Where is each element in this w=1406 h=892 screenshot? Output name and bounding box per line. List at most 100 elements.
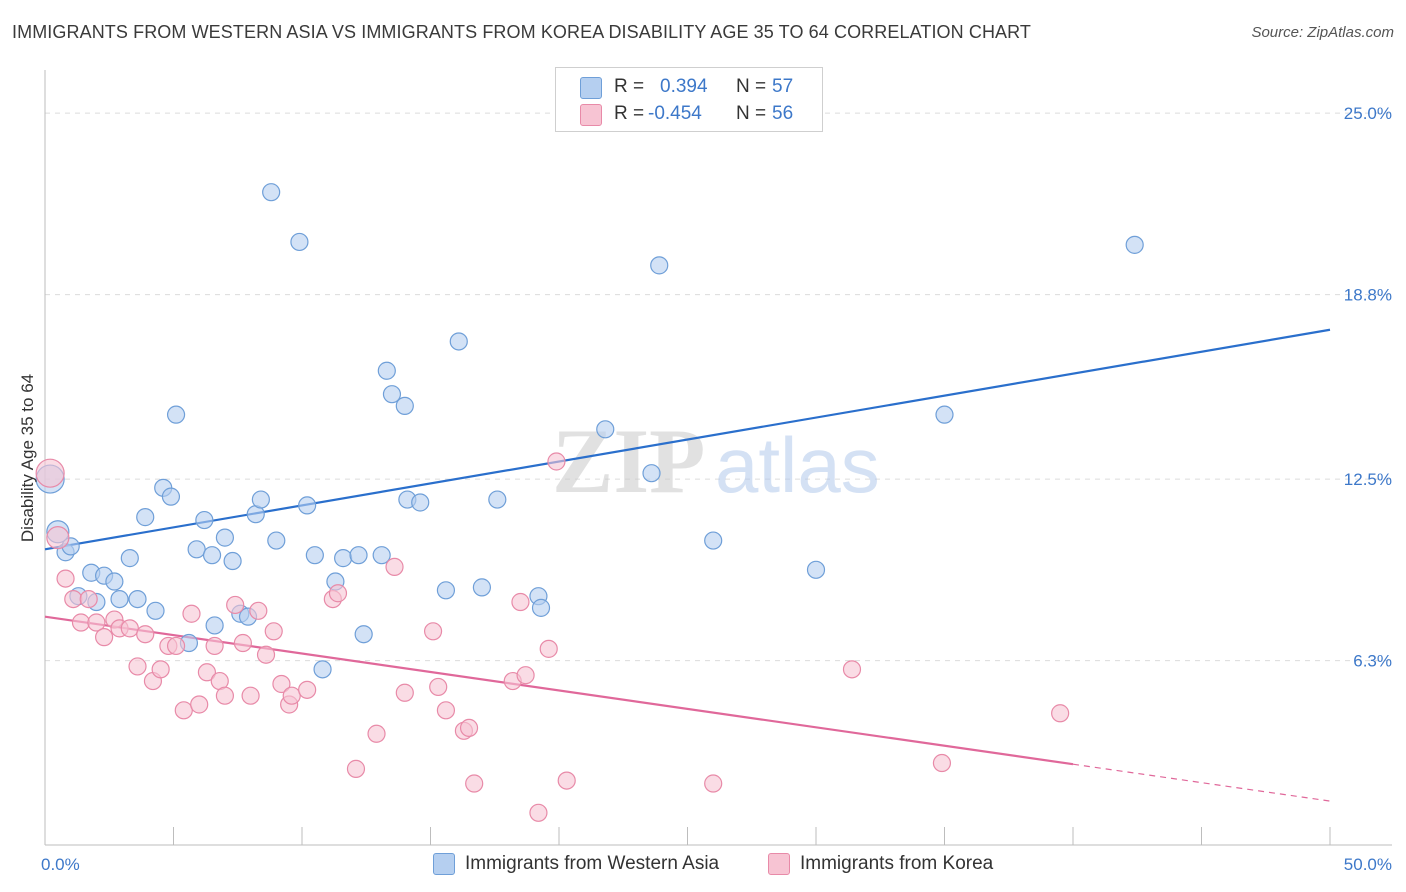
point-korea bbox=[436, 701, 456, 720]
point-western-asia bbox=[531, 598, 551, 617]
legend-row-western-asia: R = 0.394 N = 57 bbox=[556, 75, 822, 99]
gridlines bbox=[45, 112, 1392, 662]
legend-r-value: 0.394 bbox=[660, 76, 708, 97]
point-western-asia bbox=[354, 625, 373, 644]
legend-r-label: R = bbox=[614, 76, 645, 97]
point-western-asia bbox=[436, 581, 456, 600]
point-korea bbox=[346, 759, 366, 778]
point-korea bbox=[128, 657, 147, 676]
point-korea bbox=[64, 589, 83, 609]
point-korea bbox=[932, 753, 952, 773]
point-western-asia bbox=[202, 546, 222, 565]
legend-swatch-pink bbox=[580, 104, 602, 126]
y-tick-label: 25.0% bbox=[1344, 104, 1392, 123]
point-western-asia bbox=[120, 549, 139, 568]
point-korea bbox=[56, 569, 75, 588]
point-western-asia bbox=[334, 549, 353, 568]
legend-n-value: 57 bbox=[772, 76, 794, 97]
point-korea bbox=[511, 592, 530, 612]
point-western-asia bbox=[411, 493, 430, 512]
point-western-asia bbox=[449, 332, 468, 351]
data-points bbox=[35, 183, 1144, 822]
point-western-asia bbox=[223, 551, 242, 571]
y-tick-labels: 6.3% 12.5% 18.8% 25.0% bbox=[1344, 104, 1392, 670]
point-korea bbox=[367, 724, 386, 743]
point-western-asia bbox=[650, 256, 669, 275]
correlation-legend: R = 0.394 N = 57 R = -0.454 N = 56 bbox=[555, 67, 823, 132]
point-western-asia bbox=[298, 496, 317, 515]
source-label: Source: ZipAtlas.com bbox=[1251, 24, 1394, 41]
legend-swatch-pink bbox=[768, 853, 790, 875]
point-western-asia bbox=[377, 361, 396, 380]
point-korea bbox=[539, 639, 558, 658]
point-western-asia bbox=[290, 232, 309, 252]
point-korea bbox=[174, 701, 193, 720]
point-western-asia bbox=[215, 528, 234, 547]
point-korea bbox=[282, 686, 301, 705]
watermark-atlas: atlas bbox=[715, 421, 880, 509]
point-korea bbox=[328, 584, 348, 603]
y-axis-label: Disability Age 35 to 64 bbox=[18, 374, 37, 542]
point-western-asia bbox=[395, 396, 414, 415]
x-tick-label: 0.0% bbox=[41, 855, 80, 874]
point-korea bbox=[226, 595, 245, 615]
y-tick-label: 6.3% bbox=[1353, 652, 1392, 671]
point-korea bbox=[233, 633, 252, 653]
point-korea bbox=[459, 718, 479, 738]
point-korea bbox=[241, 686, 260, 705]
legend-n-label: N = bbox=[736, 103, 767, 124]
point-korea bbox=[166, 636, 186, 656]
point-korea bbox=[264, 622, 283, 641]
point-korea bbox=[46, 526, 70, 550]
point-korea bbox=[205, 636, 224, 656]
chart-title: IMMIGRANTS FROM WESTERN ASIA VS IMMIGRAN… bbox=[12, 22, 1032, 42]
legend-n-label: N = bbox=[736, 76, 767, 97]
point-western-asia bbox=[161, 487, 181, 506]
point-western-asia bbox=[166, 405, 186, 424]
point-korea bbox=[704, 774, 723, 793]
point-western-asia bbox=[488, 490, 507, 509]
series-legend: Immigrants from Western Asia Immigrants … bbox=[0, 852, 1406, 878]
legend-n-value: 56 bbox=[772, 103, 794, 124]
point-korea bbox=[842, 660, 862, 679]
point-western-asia bbox=[105, 572, 124, 591]
point-western-asia bbox=[382, 385, 402, 404]
point-korea bbox=[87, 613, 106, 632]
point-korea bbox=[272, 674, 291, 694]
legend-label-western-asia: Immigrants from Western Asia bbox=[465, 853, 720, 874]
point-western-asia bbox=[205, 616, 224, 635]
point-korea bbox=[190, 695, 209, 714]
point-western-asia bbox=[195, 510, 214, 530]
watermark: ZIP atlas bbox=[552, 410, 880, 512]
point-western-asia bbox=[146, 601, 165, 620]
trendline-korea-extension bbox=[1072, 763, 1331, 802]
point-western-asia bbox=[267, 531, 286, 550]
point-korea bbox=[529, 803, 548, 822]
point-western-asia bbox=[187, 540, 206, 559]
point-korea bbox=[136, 625, 155, 644]
x-tick-label: 50.0% bbox=[1344, 855, 1392, 874]
legend-row-korea: R = -0.454 N = 56 bbox=[556, 102, 822, 126]
point-korea bbox=[547, 452, 566, 471]
point-korea bbox=[182, 604, 201, 623]
trendline-korea bbox=[44, 615, 1074, 766]
point-western-asia bbox=[251, 490, 270, 509]
point-western-asia bbox=[372, 546, 391, 565]
point-korea bbox=[197, 663, 217, 682]
legend-label-korea: Immigrants from Korea bbox=[800, 853, 994, 874]
point-western-asia bbox=[136, 508, 155, 527]
point-korea bbox=[557, 771, 576, 790]
point-western-asia bbox=[704, 531, 723, 550]
point-western-asia bbox=[806, 560, 826, 579]
point-western-asia bbox=[305, 546, 324, 565]
point-korea bbox=[429, 677, 448, 697]
point-korea bbox=[79, 589, 98, 609]
point-western-asia bbox=[1125, 235, 1144, 254]
point-korea bbox=[120, 619, 139, 638]
point-korea bbox=[151, 660, 170, 679]
x-tick-labels: 0.0% 50.0% bbox=[41, 855, 1392, 874]
point-western-asia bbox=[935, 405, 954, 424]
y-tick-label: 18.8% bbox=[1344, 286, 1392, 305]
point-korea bbox=[465, 774, 484, 793]
